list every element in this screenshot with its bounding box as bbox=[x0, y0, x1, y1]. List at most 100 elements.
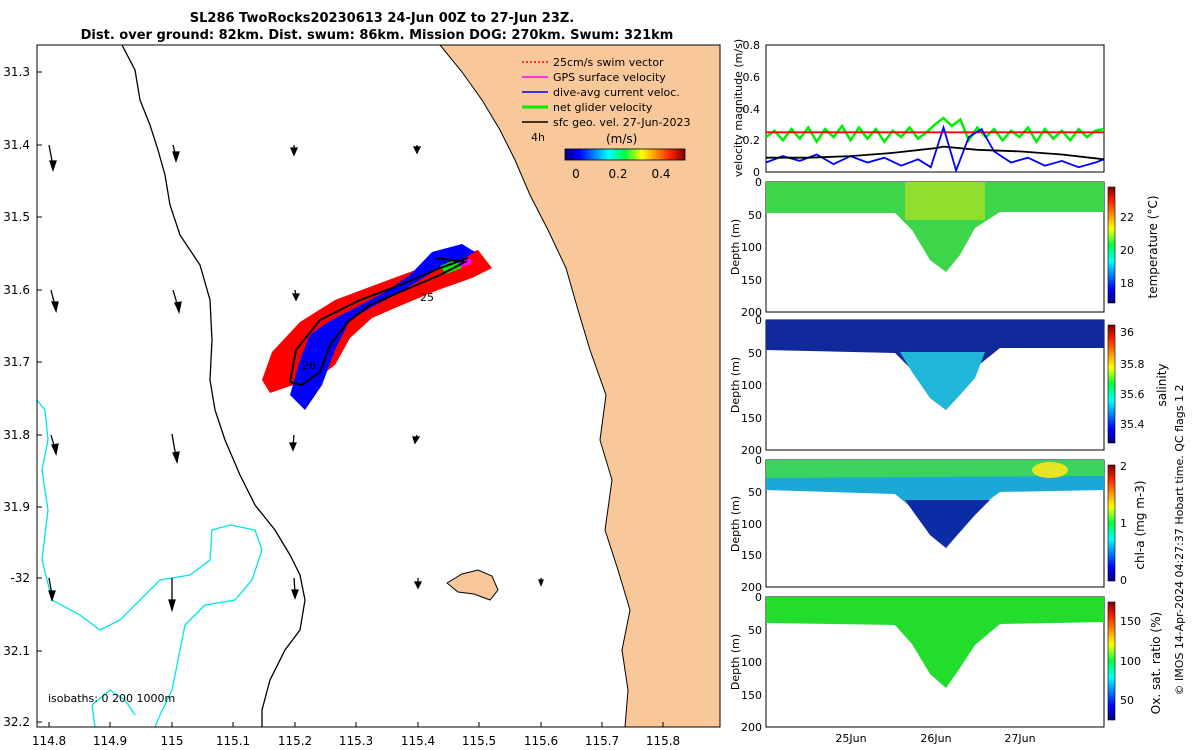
svg-text:dive-avg current veloc.: dive-avg current veloc. bbox=[553, 86, 680, 99]
track-label-26: 26 bbox=[302, 359, 316, 372]
legend-item-geo-velocity: sfc geo. vel. 27-Jun-2023 bbox=[522, 116, 690, 129]
chla-panel: 0 1 2 chl-a (mg m-3) bbox=[765, 459, 1147, 588]
temp-cbar-tick: 22 bbox=[1120, 211, 1134, 224]
oxygen-colorbar bbox=[1107, 601, 1116, 721]
depth-tick: 200 bbox=[741, 444, 762, 457]
depth-tick: 200 bbox=[741, 581, 762, 594]
footer-credit: © IMOS 14-Apr-2024 04:27:37 Hobart time.… bbox=[1173, 385, 1186, 696]
map-colorbar-tick-2: 0.4 bbox=[651, 167, 670, 181]
temp-colorbar-label: temperature (°C) bbox=[1146, 196, 1160, 299]
time-axis: 25Jun 26Jun 27Jun bbox=[835, 732, 1035, 745]
map-x-tick: 115.1 bbox=[216, 734, 250, 748]
glider-track bbox=[288, 257, 469, 387]
svg-text:GPS surface velocity: GPS surface velocity bbox=[553, 71, 666, 84]
depth-ylabel: Depth (m) bbox=[729, 219, 742, 275]
depth-tick: 100 bbox=[741, 379, 762, 392]
chla-cbar-tick: 2 bbox=[1120, 460, 1127, 473]
chla-deep-plume bbox=[905, 500, 990, 548]
depth-tick: 0 bbox=[755, 454, 762, 467]
map-x-tick: 115 bbox=[161, 734, 184, 748]
map-y-axis bbox=[37, 71, 42, 723]
salinity-panel: 35.4 35.6 35.8 36 salinity bbox=[765, 319, 1169, 451]
velocity-y-ticks: 0 0.2 0.4 0.6 0.8 bbox=[743, 39, 761, 179]
map-x-tick: 115.4 bbox=[401, 734, 435, 748]
chla-surface-layer bbox=[766, 460, 1104, 478]
depth-tick: 200 bbox=[741, 721, 762, 734]
depth-ylabel: Depth (m) bbox=[729, 634, 742, 690]
map-y-tick: -32 bbox=[10, 571, 30, 585]
map-x-axis bbox=[48, 722, 664, 727]
geostrophic-arrows bbox=[48, 144, 544, 613]
depth-tick: 50 bbox=[748, 624, 762, 637]
map-y-tick: 31.5 bbox=[3, 210, 30, 224]
map-x-tick: 115.7 bbox=[585, 734, 619, 748]
depth-ylabel: Depth (m) bbox=[729, 357, 742, 413]
legend-item-net-velocity: net glider velocity bbox=[522, 101, 653, 114]
legend-item-gps-velocity: GPS surface velocity bbox=[522, 71, 666, 84]
track-label-25: 25 bbox=[420, 291, 434, 304]
isobath-1000m bbox=[37, 399, 263, 727]
map-legend: 25cm/s swim vector GPS surface velocity … bbox=[522, 56, 690, 181]
svg-text:net glider velocity: net glider velocity bbox=[553, 101, 653, 114]
vel-y-tick: 0.6 bbox=[743, 71, 761, 84]
depth-ticks: 0 50 100 150 200 Depth (m) 0 50 100 150 … bbox=[729, 176, 762, 734]
isobath-label: isobaths: 0 200 1000m bbox=[48, 692, 175, 705]
depth-ylabel: Depth (m) bbox=[729, 496, 742, 552]
map-x-tick-labels: 114.8 114.9 115 115.1 115.2 115.3 115.4 … bbox=[32, 734, 680, 748]
isobath-1000m-loop bbox=[91, 689, 136, 727]
temperature-section bbox=[766, 182, 1104, 272]
vel-y-tick: 0 bbox=[753, 166, 760, 179]
map-panel: 25 26 bbox=[3, 44, 721, 748]
map-y-tick: 31.9 bbox=[3, 500, 30, 514]
depth-tick: 50 bbox=[748, 209, 762, 222]
velocity-ylabel: velocity magnitude (m/s) bbox=[732, 39, 745, 177]
ox-cbar-tick: 100 bbox=[1120, 655, 1141, 668]
salinity-plume bbox=[900, 352, 985, 410]
depth-tick: 0 bbox=[755, 176, 762, 189]
map-x-tick: 115.5 bbox=[462, 734, 496, 748]
time-tick-25jun: 25Jun bbox=[835, 732, 866, 745]
ox-colorbar-label: Ox. sat. ratio (%) bbox=[1149, 612, 1163, 714]
map-colorbar bbox=[564, 148, 686, 161]
sal-cbar-tick: 35.4 bbox=[1120, 418, 1145, 431]
map-colorbar-tick-0: 0 bbox=[572, 167, 580, 181]
ox-cbar-tick: 50 bbox=[1120, 694, 1134, 707]
land-mass bbox=[439, 45, 720, 727]
legend-item-swim-vector: 25cm/s swim vector bbox=[522, 56, 664, 69]
depth-tick: 200 bbox=[741, 306, 762, 319]
depth-tick: 100 bbox=[741, 656, 762, 669]
temperature-panel: 18 20 22 temperature (°C) bbox=[765, 181, 1160, 313]
map-x-tick: 115.3 bbox=[339, 734, 373, 748]
depth-tick: 150 bbox=[741, 274, 762, 287]
map-y-tick: 31.8 bbox=[3, 428, 30, 442]
depth-tick: 100 bbox=[741, 518, 762, 531]
map-y-tick: 31.3 bbox=[3, 65, 30, 79]
map-x-tick: 115.2 bbox=[278, 734, 312, 748]
map-y-tick-labels: 31.3 31.4 31.5 31.6 31.7 31.8 31.9 -32 3… bbox=[3, 65, 30, 729]
chla-bloom bbox=[1032, 462, 1068, 478]
sal-cbar-tick: 35.8 bbox=[1120, 358, 1145, 371]
sal-cbar-tick: 36 bbox=[1120, 326, 1134, 339]
temp-cbar-tick: 18 bbox=[1120, 277, 1134, 290]
vel-y-tick: 0.2 bbox=[743, 134, 761, 147]
depth-tick: 150 bbox=[741, 549, 762, 562]
velocity-panel: 0 0.2 0.4 0.6 0.8 velocity magnitude (m/… bbox=[732, 39, 1105, 179]
map-x-tick: 114.9 bbox=[93, 734, 127, 748]
time-tick-26jun: 26Jun bbox=[920, 732, 951, 745]
salinity-colorbar bbox=[1107, 324, 1116, 444]
chla-colorbar-label: chl-a (mg m-3) bbox=[1133, 480, 1147, 569]
isobath-200m bbox=[121, 45, 306, 727]
depth-tick: 100 bbox=[741, 241, 762, 254]
map-x-tick: 115.6 bbox=[524, 734, 558, 748]
map-colorbar-units: (m/s) bbox=[606, 132, 637, 146]
chla-cbar-tick: 1 bbox=[1120, 517, 1127, 530]
depth-tick: 50 bbox=[748, 347, 762, 360]
chla-colorbar bbox=[1107, 464, 1116, 582]
oxygen-section bbox=[766, 597, 1104, 688]
title-line-2: Dist. over ground: 82km. Dist. swum: 86k… bbox=[81, 28, 674, 43]
chla-cbar-tick: 0 bbox=[1120, 574, 1127, 587]
map-y-tick: 31.4 bbox=[3, 138, 30, 152]
svg-text:25cm/s swim vector: 25cm/s swim vector bbox=[553, 56, 664, 69]
map-y-tick: 32.2 bbox=[3, 715, 30, 729]
